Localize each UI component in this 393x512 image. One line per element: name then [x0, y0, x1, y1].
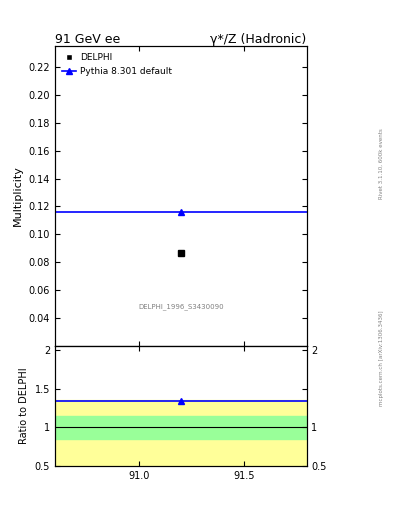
- Y-axis label: Multiplicity: Multiplicity: [13, 165, 23, 226]
- Text: mcplots.cern.ch [arXiv:1306.3436]: mcplots.cern.ch [arXiv:1306.3436]: [379, 311, 384, 406]
- Text: DELPHI_1996_S3430090: DELPHI_1996_S3430090: [138, 303, 224, 310]
- Bar: [55, 400, 307, 466]
- Text: 91 GeV ee: 91 GeV ee: [55, 33, 120, 46]
- Text: γ*/Z (Hadronic): γ*/Z (Hadronic): [210, 33, 307, 46]
- Text: Rivet 3.1.10, 600k events: Rivet 3.1.10, 600k events: [379, 129, 384, 199]
- Bar: [55, 416, 307, 439]
- Legend: DELPHI, Pythia 8.301 default: DELPHI, Pythia 8.301 default: [59, 51, 175, 78]
- Y-axis label: Ratio to DELPHI: Ratio to DELPHI: [19, 368, 29, 444]
